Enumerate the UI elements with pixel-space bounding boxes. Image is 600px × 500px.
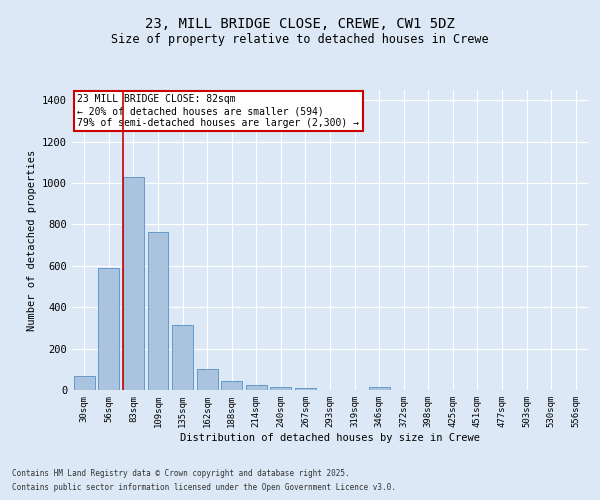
- Text: Size of property relative to detached houses in Crewe: Size of property relative to detached ho…: [111, 32, 489, 46]
- Bar: [197, 370, 218, 390]
- Text: Contains HM Land Registry data © Crown copyright and database right 2025.: Contains HM Land Registry data © Crown c…: [12, 468, 350, 477]
- Bar: [74, 376, 95, 390]
- Bar: [98, 268, 119, 390]
- Bar: [368, 387, 389, 390]
- Bar: [172, 325, 193, 390]
- Bar: [148, 232, 169, 390]
- Bar: [246, 386, 267, 390]
- Bar: [295, 388, 316, 390]
- Bar: [123, 177, 144, 390]
- Bar: [221, 382, 242, 390]
- Bar: [271, 387, 292, 390]
- Text: Contains public sector information licensed under the Open Government Licence v3: Contains public sector information licen…: [12, 484, 396, 492]
- Text: 23 MILL BRIDGE CLOSE: 82sqm
← 20% of detached houses are smaller (594)
79% of se: 23 MILL BRIDGE CLOSE: 82sqm ← 20% of det…: [77, 94, 359, 128]
- Text: 23, MILL BRIDGE CLOSE, CREWE, CW1 5DZ: 23, MILL BRIDGE CLOSE, CREWE, CW1 5DZ: [145, 18, 455, 32]
- X-axis label: Distribution of detached houses by size in Crewe: Distribution of detached houses by size …: [180, 432, 480, 442]
- Y-axis label: Number of detached properties: Number of detached properties: [26, 150, 37, 330]
